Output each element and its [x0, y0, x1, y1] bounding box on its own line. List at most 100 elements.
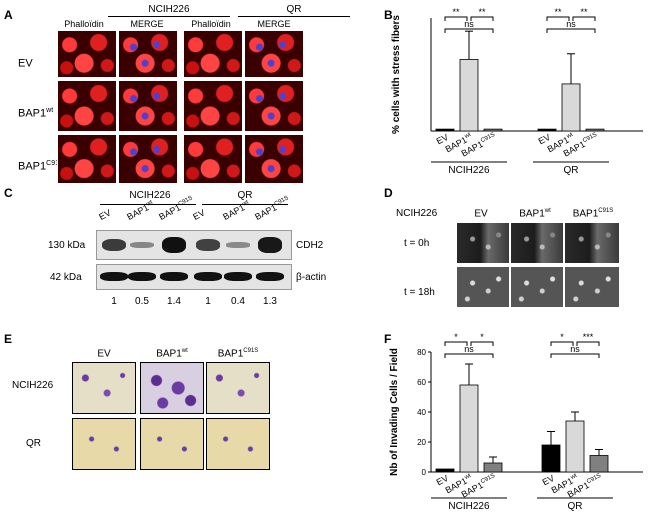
panel-a-row-ev: EV	[18, 57, 33, 70]
micrograph-a-1-4	[244, 30, 304, 78]
micrograph-a-1-3	[183, 30, 243, 78]
panel-d-col-3: BAP1C91S	[572, 208, 614, 220]
panel-a-group-1-line	[108, 16, 230, 17]
panel-c-lane-2: BAP1wt	[125, 199, 154, 222]
bar-1-1	[565, 420, 585, 473]
sig-0-a-label: *	[454, 332, 458, 342]
sig-0-a	[444, 16, 468, 21]
sig-1-b-label: ns	[570, 344, 580, 354]
sig-0-a	[444, 341, 468, 346]
panel-c-protein-1: CDH2	[296, 240, 324, 251]
panel-a-label: A	[4, 8, 13, 22]
panel-a-sub-3: Phalloïdin	[191, 19, 231, 29]
y-tick-label: 20	[417, 438, 426, 447]
sig-1-b-label: ns	[566, 19, 576, 29]
panel-a-group-2-line	[238, 16, 350, 17]
y-tick-label: 0	[422, 468, 427, 477]
bar-1-1	[561, 83, 581, 132]
panel-a-sub-1: Phalloïdin	[64, 19, 104, 29]
micrograph-d-1-1	[456, 222, 510, 264]
panel-c-group-1: NCIH226	[129, 190, 171, 201]
panel-c-kda-2: 42 kDa	[50, 272, 82, 283]
sig-1-a	[546, 16, 570, 21]
panel-a-sub-4: MERGE	[257, 19, 291, 29]
actin-band-6	[256, 272, 284, 281]
panel-e-row-1: NCIH226	[12, 380, 54, 391]
panel-d-row-1: t = 0h	[404, 238, 430, 249]
quant-value-2: 0.5	[135, 296, 149, 307]
chart-b: % cells with stress fibersEVBAP1wtBAP1C9…	[391, 7, 643, 176]
micrograph-e-2-3	[206, 418, 270, 470]
micrograph-a-2-3	[183, 80, 243, 132]
panel-c-label: C	[4, 186, 13, 200]
sig-1-c-label: ***	[583, 332, 594, 342]
group-label-0: NCIH226	[448, 165, 490, 176]
micrograph-e-1-3	[206, 362, 270, 414]
group-label-1: QR	[568, 501, 583, 512]
y-tick-label: 80	[417, 348, 426, 357]
sig-1-a-label: **	[554, 7, 562, 17]
sig-1-c-label: **	[580, 7, 588, 17]
panel-c-lane-4: EV	[191, 207, 207, 222]
category-label-1-0: EV	[537, 132, 552, 146]
panel-a-group-1: NCIH226	[148, 4, 190, 15]
chart-f: Nb of Invading Cells / Field 020406080EVB…	[389, 332, 643, 512]
micrograph-a-3-4	[244, 134, 304, 184]
bar-1-0	[537, 128, 557, 132]
sig-1-c	[576, 341, 600, 346]
panel-d-col-2: BAP1wt	[519, 208, 551, 220]
sig-0-a-label: **	[452, 7, 460, 17]
micrograph-d-2-3	[564, 266, 620, 308]
bar-0-1	[459, 59, 479, 132]
y-axis-label: Nb of Invading Cells / Field	[389, 348, 400, 476]
panel-a-row-bap1c91s: BAP1C91S	[18, 160, 64, 173]
micrograph-a-1-2	[118, 30, 178, 78]
sig-1-b	[550, 353, 600, 358]
micrograph-a-1-1	[57, 30, 117, 78]
micrograph-d-1-2	[510, 222, 564, 264]
sig-0-c-label: **	[478, 7, 486, 17]
quant-value-1: 1	[111, 296, 117, 307]
micrograph-e-2-1	[72, 418, 136, 470]
bar-0-2	[483, 462, 503, 473]
bar-1-2	[589, 455, 609, 473]
sig-0-b	[444, 353, 494, 358]
panel-e-row-2: QR	[26, 438, 41, 449]
panel-a-group-2: QR	[286, 4, 302, 15]
panel-e-label: E	[4, 332, 13, 346]
panel-d-label: D	[384, 186, 393, 200]
micrograph-e-2-2	[140, 418, 204, 470]
y-tick-label: 60	[417, 378, 426, 387]
y-axis-label: % cells with stress fibers	[391, 15, 402, 134]
cdh2-band-2	[130, 242, 154, 248]
bar-0-2	[483, 128, 503, 132]
panel-e-col-1: EV	[97, 348, 111, 360]
micrograph-e-1-1	[72, 362, 136, 414]
sig-0-c	[470, 341, 494, 346]
micrograph-a-3-3	[183, 134, 243, 184]
cdh2-band-4	[196, 239, 220, 251]
bar-1-0	[541, 444, 561, 473]
panel-c-group-2: QR	[237, 190, 253, 201]
sig-1-c	[572, 16, 596, 21]
panel-c-group-2-line	[202, 204, 288, 205]
micrograph-e-1-2	[140, 362, 204, 414]
cdh2-band-1	[102, 238, 126, 252]
micrograph-d-2-2	[510, 266, 564, 308]
panel-e-col-3: BAP1C91S	[217, 348, 259, 360]
cdh2-band-5	[226, 242, 250, 248]
sig-0-b-label: ns	[464, 19, 474, 29]
actin-band-2	[128, 272, 156, 281]
category-label-0-0: EV	[435, 473, 450, 487]
y-tick-label: 40	[417, 408, 426, 417]
sig-0-b	[444, 28, 494, 33]
panel-c-lane-5: BAP1wt	[221, 199, 250, 222]
bar-0-1	[459, 384, 479, 473]
micrograph-a-3-1	[57, 134, 117, 184]
panel-c-lane-1: EV	[97, 207, 113, 222]
actin-band-4	[194, 272, 222, 281]
panel-c-protein-2: β-actin	[296, 272, 327, 283]
panel-d-col-1: EV	[474, 208, 488, 220]
quant-value-5: 0.4	[231, 296, 245, 307]
panel-a-row-bap1wt: BAP1wt	[18, 107, 54, 120]
